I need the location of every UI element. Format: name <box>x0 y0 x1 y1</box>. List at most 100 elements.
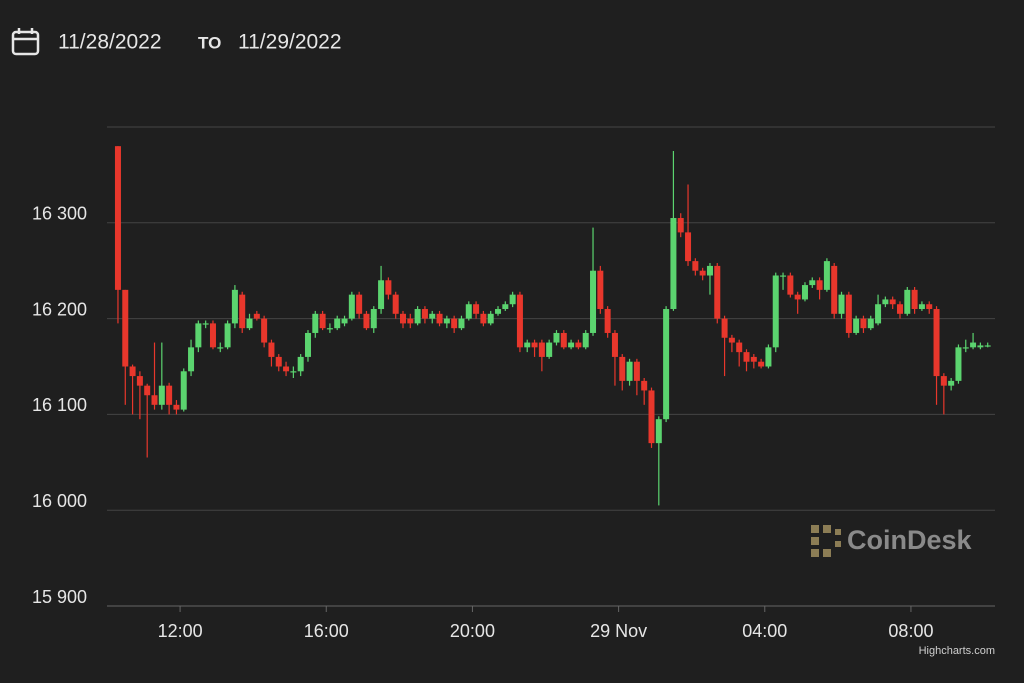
candle-body <box>845 294 852 333</box>
candle-body <box>188 347 195 372</box>
watermark: CoinDesk <box>847 525 973 555</box>
x-tick-label: 20:00 <box>450 621 495 641</box>
candle-body <box>823 261 830 290</box>
candle-body <box>706 265 713 276</box>
candle-body <box>546 342 553 357</box>
candle-body <box>560 332 567 348</box>
candle-body <box>809 280 816 286</box>
candle-body <box>582 332 589 348</box>
candle-body <box>853 318 860 333</box>
candle-body <box>502 304 509 310</box>
date-to[interactable]: 11/29/2022 <box>238 31 342 54</box>
candle-body <box>253 313 260 319</box>
candle-body <box>948 380 955 386</box>
candle-body <box>882 299 889 305</box>
candle-body <box>765 347 772 367</box>
candle-body <box>144 385 151 396</box>
candle-body <box>889 299 896 305</box>
x-tick-label: 16:00 <box>304 621 349 641</box>
candle-body <box>217 347 224 349</box>
candle-body <box>246 318 253 329</box>
candle-body <box>794 294 801 300</box>
candle-body <box>780 275 787 277</box>
candle-body <box>685 232 692 262</box>
candle-body <box>363 313 370 329</box>
candle-body <box>414 309 421 324</box>
date-from[interactable]: 11/28/2022 <box>58 31 162 54</box>
candle-body <box>743 352 750 362</box>
x-tick-label: 08:00 <box>888 621 933 641</box>
candle-body <box>224 323 231 348</box>
candle-body <box>392 294 399 314</box>
candle-body <box>516 294 523 348</box>
candle-body <box>728 337 735 343</box>
candle-body <box>473 304 480 314</box>
watermark-icon <box>811 525 841 557</box>
candle-body <box>896 304 903 314</box>
candle-body <box>158 385 165 405</box>
candle-body <box>304 332 311 357</box>
candle-body <box>495 309 502 314</box>
candle-body <box>663 309 670 420</box>
candle-body <box>875 304 882 324</box>
candle-body <box>933 309 940 377</box>
candle-body <box>173 404 180 410</box>
candle-body <box>407 318 414 324</box>
candle-body <box>655 419 662 444</box>
candle-body <box>487 313 494 324</box>
candle-body <box>758 361 765 367</box>
candle-body <box>699 270 706 276</box>
calendar-icon[interactable] <box>11 28 40 56</box>
candle-body <box>970 342 977 348</box>
candle-body <box>750 356 757 362</box>
candle-body <box>166 385 173 405</box>
candle-body <box>451 318 458 329</box>
candle-body <box>772 275 779 348</box>
candle-body <box>180 371 187 410</box>
candle-body <box>984 345 991 347</box>
candle-body <box>736 342 743 353</box>
candle-body <box>568 342 575 348</box>
candle-body <box>838 294 845 314</box>
candle-body <box>319 313 326 329</box>
candle-body <box>692 261 699 271</box>
candle-body <box>670 218 677 310</box>
candle-body <box>604 309 611 333</box>
candle-body <box>136 376 143 386</box>
candle-body <box>356 294 363 314</box>
candle-body <box>626 361 633 381</box>
candle-body <box>648 390 655 444</box>
candle-body <box>641 380 648 391</box>
candle-body <box>977 345 984 348</box>
candle-body <box>575 342 582 348</box>
candle-body <box>209 323 216 348</box>
candle-body <box>465 304 472 319</box>
candle-body <box>202 323 209 325</box>
candle-body <box>268 342 275 357</box>
candle-body <box>867 318 874 329</box>
candle-body <box>597 270 604 310</box>
candle-body <box>348 294 355 319</box>
candle-body <box>370 309 377 329</box>
candle-body <box>590 270 597 333</box>
candle-body <box>326 328 333 330</box>
candle-body <box>458 318 465 329</box>
candle-body <box>129 366 136 377</box>
candle-body <box>962 347 969 349</box>
y-tick-label: 16 200 <box>32 299 87 319</box>
y-tick-label: 16 100 <box>32 395 87 415</box>
candle-body <box>283 366 290 372</box>
candle-body <box>429 313 436 319</box>
candle-body <box>911 289 918 310</box>
candle-body <box>509 294 516 305</box>
candle-body <box>787 275 794 295</box>
credit[interactable]: Highcharts.com <box>919 645 995 657</box>
candle-body <box>239 294 246 329</box>
candle-body <box>378 280 385 310</box>
candle-body <box>801 285 808 300</box>
y-tick-label: 16 000 <box>32 491 87 511</box>
candle-body <box>831 265 838 314</box>
